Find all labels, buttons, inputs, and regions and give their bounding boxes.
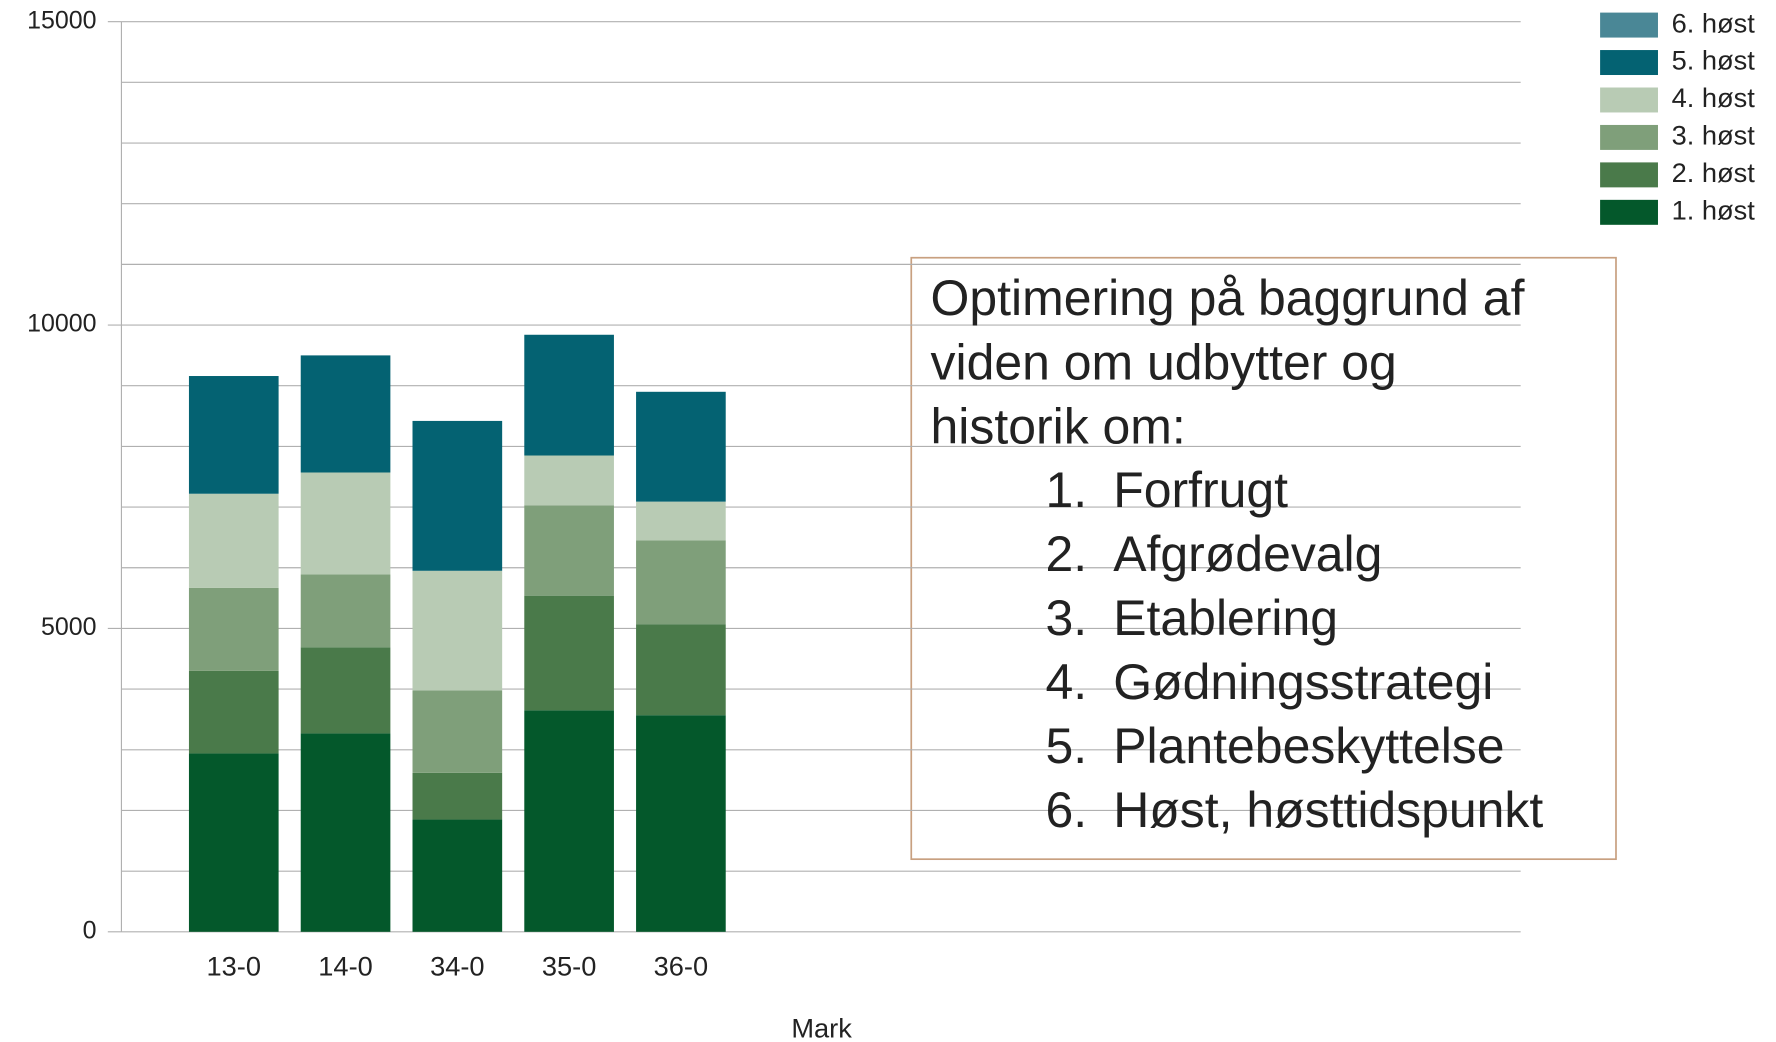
y-tick-label: 10000 [27,310,96,338]
x-axis-label: Mark [791,1013,852,1042]
bar-segment [188,376,279,494]
legend-label: 1. høst [1672,195,1756,226]
bar-segment [412,420,503,571]
bar-segment [524,455,614,506]
bar-segment [188,493,279,588]
bar-segment [300,355,391,473]
legend-label: 6. høst [1672,7,1756,38]
x-tick-label: 13-0 [207,950,261,981]
bar-segment [412,772,503,820]
annotation-box [910,256,1617,861]
legend-swatch [1600,124,1658,150]
legend-label: 4. høst [1672,82,1756,113]
bar-segment [412,819,503,932]
annotation-line: viden om udbytter og [931,334,1397,390]
bar-segment [524,710,614,932]
bar-segment [300,647,391,734]
annotation-item-text: Høst, høsttidspunkt [1113,782,1543,838]
bar-segment [300,733,391,932]
x-tick-label: 36-0 [654,950,708,981]
x-tick-label: 14-0 [318,950,372,981]
bar-segment [188,670,279,754]
bar-segment [524,595,614,711]
y-tick-label: 15000 [27,6,96,34]
y-tick-label: 5000 [41,613,97,641]
legend-swatch [1600,162,1658,188]
bar-segment [524,334,614,456]
legend-label: 3. høst [1672,120,1756,151]
annotation-item-number: 5. [1046,718,1088,774]
bar-segment [188,587,279,671]
bar-segment [300,472,391,575]
annotation-item-text: Forfrugt [1113,462,1288,518]
annotation-item-text: Plantebeskyttelse [1113,718,1504,774]
bar-segment [524,505,614,596]
annotation-item-number: 4. [1046,654,1088,710]
bar-segment [636,391,726,502]
legend-swatch [1600,199,1658,225]
annotation-item-number: 1. [1046,462,1088,518]
bar-segment [300,574,391,648]
bar-segment [636,501,726,541]
legend-swatch [1600,12,1658,38]
annotation-item-number: 6. [1046,782,1088,838]
annotation-item-text: Gødningsstrategi [1113,654,1493,710]
bar-segment [412,690,503,773]
annotation-item-number: 2. [1046,526,1088,582]
annotation-item-text: Etablering [1113,590,1338,646]
bar-segment [636,715,726,932]
annotation-item-text: Afgrødevalg [1113,526,1382,582]
annotation-line: historik om: [931,398,1186,454]
legend-swatch [1600,87,1658,113]
y-tick-label: 0 [83,916,97,944]
bar-segment [636,624,726,716]
legend-label: 2. høst [1672,157,1756,188]
bar-segment [636,540,726,625]
annotation-line: Optimering på baggrund af [931,270,1525,326]
bar-segment [188,753,279,932]
legend-label: 5. høst [1672,45,1756,76]
annotation-item-number: 3. [1046,590,1088,646]
x-tick-label: 35-0 [542,950,596,981]
bar-segment [412,570,503,691]
legend-swatch [1600,50,1658,76]
x-tick-label: 34-0 [430,950,484,981]
